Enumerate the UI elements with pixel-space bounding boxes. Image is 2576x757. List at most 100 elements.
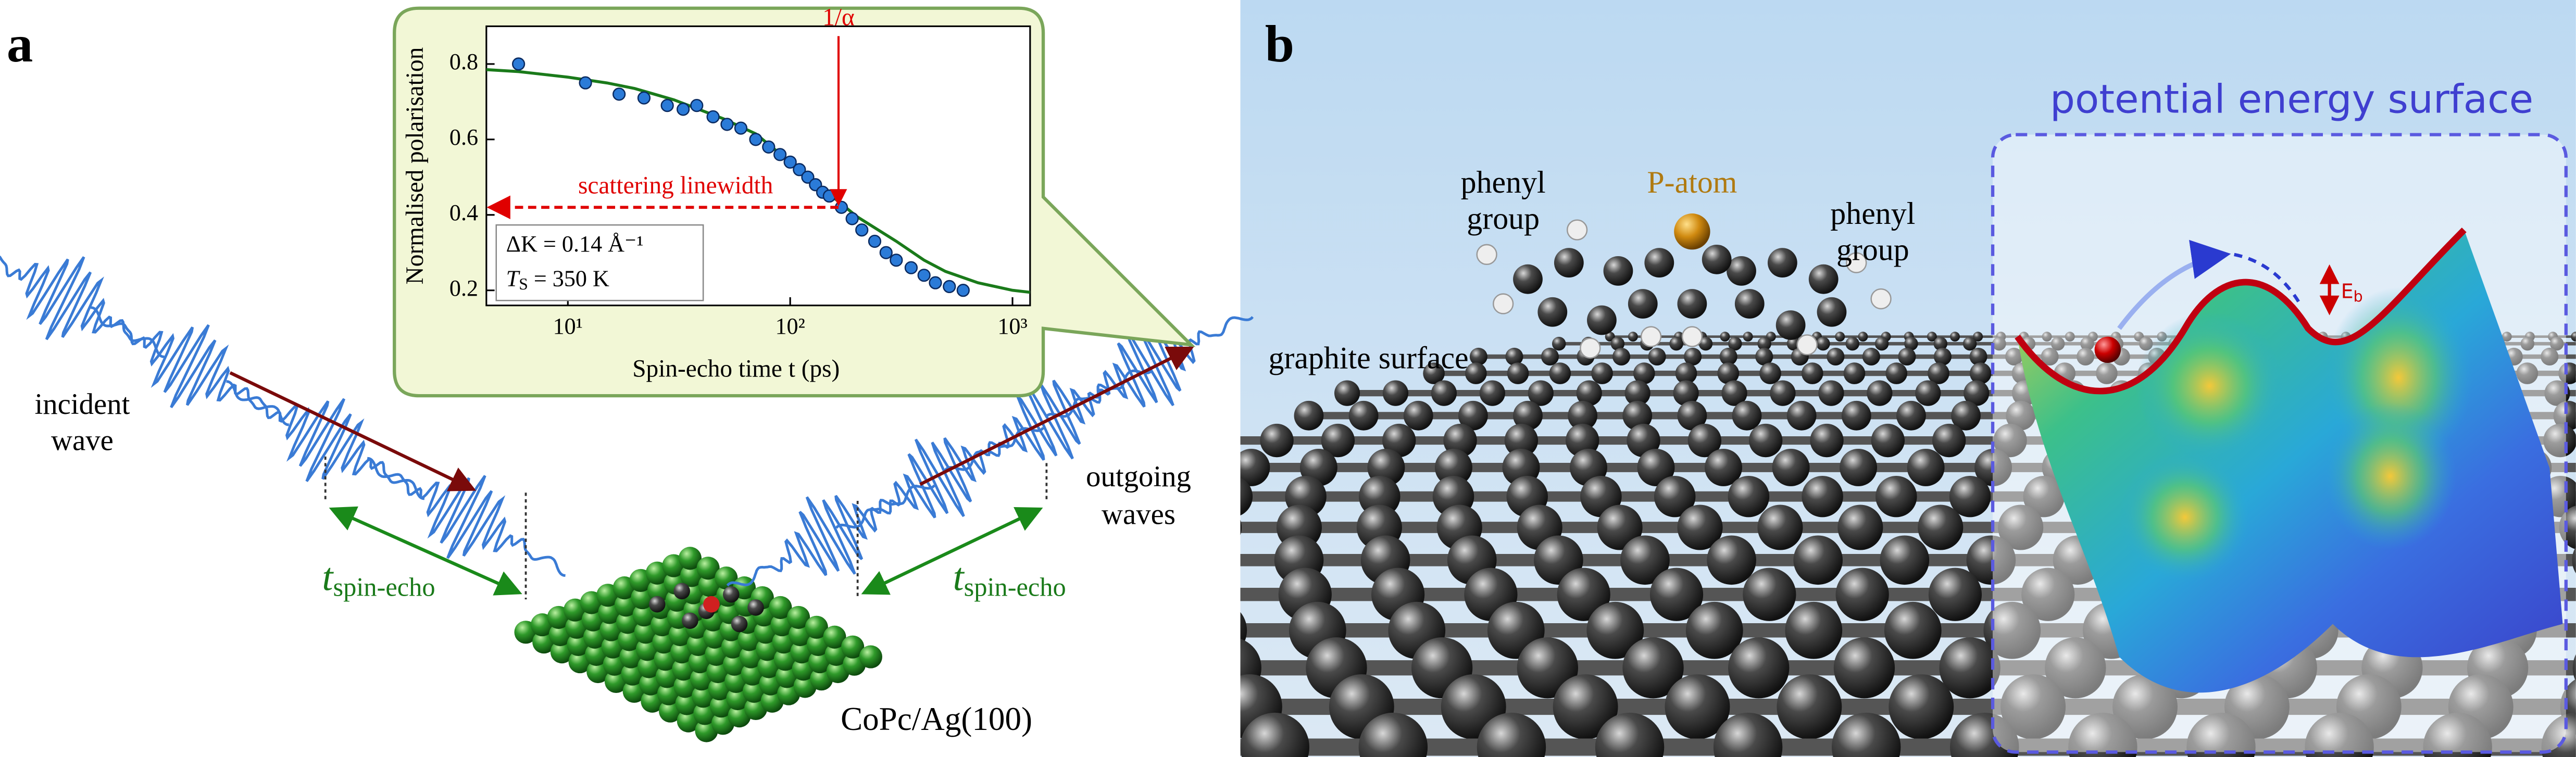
carbon-atom [1845,336,1859,351]
carbon-atom [2186,712,2256,757]
carbon-atom [1810,423,1844,458]
carbon-atom [2571,332,2576,342]
data-point [879,246,893,259]
carbon-atom [1334,380,1360,406]
carbon-atom [1862,347,1880,365]
carbon-atom [2042,332,2052,342]
carbon-atom [1568,400,1598,431]
carbon-atom [2516,362,2539,384]
carbon-atom [1382,423,1416,458]
alpha-label: 1/α [822,4,855,31]
data-point [734,121,748,135]
carbon-atom [1240,477,1253,515]
data-point [929,276,942,289]
carbon-atom [1549,362,1571,384]
hydrogen-atom [1640,326,1662,347]
carbon-atom [1101,535,1151,585]
carbon-atom [2068,712,2137,757]
hydrogen-atom [1846,252,1867,273]
carbon-atom [1767,248,1797,278]
carbon-atom [1469,347,1487,365]
hydrogen-atom [1492,293,1514,314]
carbon-atom [1477,712,1546,757]
carbon-atom [1595,712,1665,757]
carbon-atom [1627,423,1660,458]
hydrogen-atom [1681,326,1703,347]
carbon-atom [1951,400,1981,431]
data-point [677,103,690,116]
outgoing-label: waves [1102,498,1176,531]
hydrogen-atom [1796,334,1818,356]
incident-beam [229,371,477,491]
carbon-atom [1720,332,1730,342]
silver-atom [769,596,792,620]
carbon-atom [1541,347,1559,365]
carbon-atom [1743,567,1796,621]
carbon-atom [1382,380,1409,406]
data-point [762,140,776,154]
phenyl-label: phenyl [1830,196,1915,231]
carbon-atom [1998,504,2044,550]
wave-packet [367,457,566,577]
silver-atom [696,557,720,580]
carbon-atom [2021,567,2075,621]
spin-echo-t: t [953,556,965,599]
carbon-atom [991,602,1048,659]
pes-profile [2015,228,2467,395]
inset-chart: 0.2 0.4 0.6 0.8 10¹ 10² 10³ 1/α scattering linew… [449,4,1030,339]
carbon-atom [2549,336,2564,351]
phenyl-label: group [1836,232,1909,267]
carbon-atom [1939,637,2000,699]
molecule-atom [723,586,740,603]
carbon-atom [1772,448,1810,486]
data-point [749,133,762,146]
y-axis-label: Normalised polarisation [402,47,429,285]
carbon-atom [1875,475,1917,518]
data-point [706,110,720,123]
carbon-atom [1633,362,1655,384]
carbon-atom [1801,362,1823,384]
carbon-atom [1827,347,1845,365]
carbon-atom [1240,612,1247,649]
silver-atom [859,645,882,668]
data-point [579,76,592,90]
hydrogen-atom [1580,337,1601,359]
carbon-atom [1586,601,1644,659]
molecule-atom [731,615,748,633]
carbon-atom [1969,347,1987,365]
carbon-atom [1240,712,1309,757]
carbon-atom [1597,504,1643,550]
carbon-atom [2065,332,2075,342]
carbon-atom [2006,400,2036,431]
carbon-atom [1095,637,1156,698]
data-point [801,170,815,184]
carbon-atom [1915,380,1941,406]
carbon-atom [2023,475,2065,518]
carbon-atom [1687,423,1722,458]
carbon-atom [1702,244,1732,274]
carbon-atom [1552,336,1566,351]
carbon-atom [1403,400,1433,431]
carbon-atom [1321,423,1355,458]
carbon-atom [2000,674,2066,740]
silver-atom [805,615,828,639]
legend-sub: S [519,275,528,293]
carbon-atom [1591,362,1613,384]
cobalt-atom [703,596,720,613]
phenyl-label: phenyl [1461,165,1546,199]
data-point [637,91,651,105]
barrier-label-main: E [2341,280,2354,302]
carbon-atom [1992,336,2006,351]
molecule-atom [747,599,764,616]
carbon-atom [1677,504,1723,550]
data-point [511,57,526,71]
carbon-atom [1513,264,1543,294]
carbon-atom [1928,567,1982,621]
carbon-atom [1240,448,1270,486]
carbon-atom [1199,424,1232,457]
carbon-atom [1884,601,1942,659]
carbon-atom [1816,336,1830,351]
carbon-atom [1907,448,1945,486]
linewidth-label: scattering linewidth [578,172,773,199]
carbon-atom [1835,567,1889,621]
